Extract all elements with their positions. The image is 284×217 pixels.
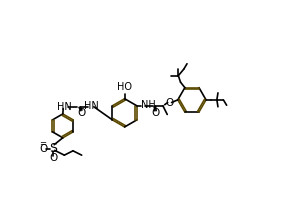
Text: HO: HO xyxy=(117,82,132,92)
Text: O: O xyxy=(39,144,47,154)
Text: O: O xyxy=(165,97,174,108)
Text: O: O xyxy=(49,153,57,163)
Text: O: O xyxy=(77,108,85,118)
Text: HN: HN xyxy=(83,101,98,111)
Text: =: = xyxy=(39,139,46,148)
Text: NH: NH xyxy=(141,100,156,110)
Text: HN: HN xyxy=(57,102,71,112)
Text: S: S xyxy=(49,142,57,155)
Text: O: O xyxy=(151,108,159,118)
